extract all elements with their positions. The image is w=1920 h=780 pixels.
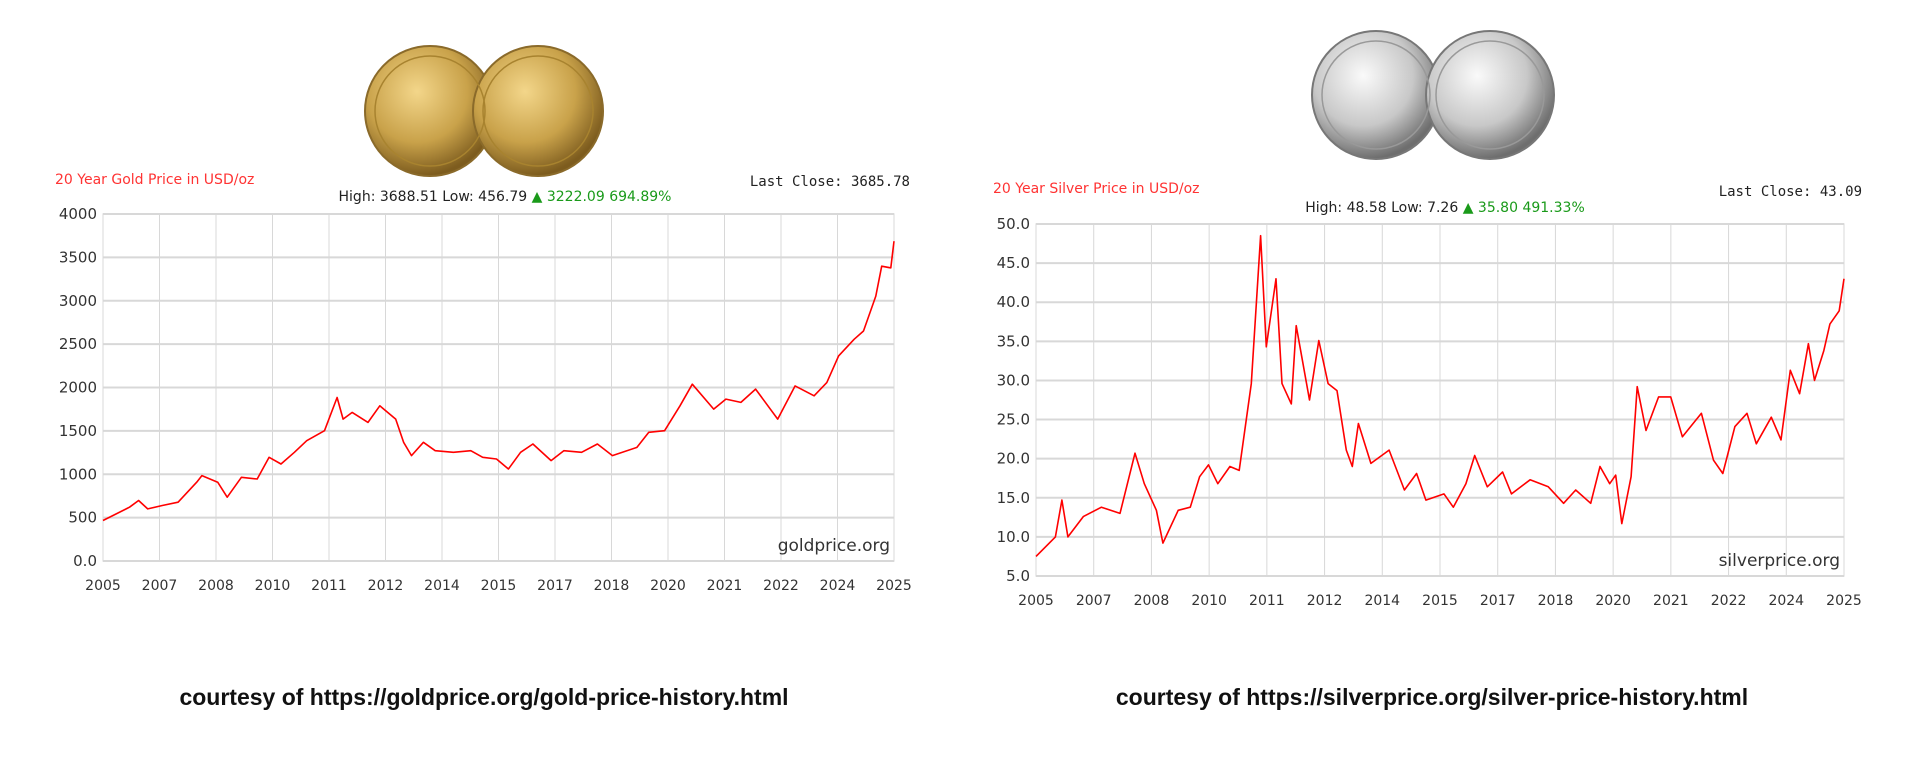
silver-x-tick-label: 2007 bbox=[1076, 593, 1112, 609]
gold-x-tick-label: 2012 bbox=[368, 578, 404, 594]
silver-y-tick-label: 45.0 bbox=[997, 254, 1030, 272]
silver-x-tick-label: 2011 bbox=[1249, 593, 1285, 609]
gold-x-tick-label: 2021 bbox=[707, 578, 743, 594]
silver-x-tick-label: 2008 bbox=[1134, 593, 1170, 609]
gold-eagle-coins-icon bbox=[364, 45, 604, 177]
silver-y-tick-label: 40.0 bbox=[997, 293, 1030, 311]
gold-y-tick-label: 2500 bbox=[59, 335, 97, 353]
gold-y-tick-label: 3000 bbox=[59, 292, 97, 310]
silver-y-tick-label: 25.0 bbox=[997, 411, 1030, 429]
silver-x-tick-label: 2005 bbox=[1018, 593, 1054, 609]
silver-x-tick-label: 2020 bbox=[1595, 593, 1631, 609]
silver-last-close: Last Close: 43.09 bbox=[1719, 184, 1862, 200]
gold-y-tick-label: 1000 bbox=[59, 465, 97, 483]
gold-y-tick-label: 1500 bbox=[59, 422, 97, 440]
silver-y-tick-label: 15.0 bbox=[997, 489, 1030, 507]
silver-x-tick-label: 2012 bbox=[1307, 593, 1343, 609]
gold-x-tick-label: 2008 bbox=[198, 578, 234, 594]
silver-x-tick-label: 2022 bbox=[1711, 593, 1747, 609]
gold-x-tick-label: 2018 bbox=[594, 578, 630, 594]
silver-x-tick-label: 2018 bbox=[1538, 593, 1574, 609]
gold-x-tick-label: 2015 bbox=[481, 578, 517, 594]
gold-high-low-text: High: 3688.51 Low: 456.79 bbox=[339, 189, 532, 205]
silver-up-arrow-icon: ▲ bbox=[1463, 200, 1478, 216]
gold-x-tick-label: 2025 bbox=[876, 578, 912, 594]
gold-y-tick-label: 0.0 bbox=[73, 552, 97, 570]
gold-x-tick-label: 2017 bbox=[537, 578, 573, 594]
gold-x-tick-label: 2014 bbox=[424, 578, 460, 594]
gold-last-close: Last Close: 3685.78 bbox=[750, 174, 910, 190]
gold-y-tick-label: 3500 bbox=[59, 248, 97, 266]
silver-y-tick-label: 20.0 bbox=[997, 450, 1030, 468]
silver-change-text: 35.80 491.33% bbox=[1478, 200, 1585, 216]
gold-change-text: 3222.09 694.89% bbox=[547, 189, 672, 205]
silver-chart-title: 20 Year Silver Price in USD/oz bbox=[993, 181, 1200, 197]
silver-y-tick-label: 30.0 bbox=[997, 371, 1030, 389]
silver-price-line bbox=[1035, 234, 1845, 557]
silver-x-tick-label: 2024 bbox=[1768, 593, 1804, 609]
gold-x-tick-label: 2020 bbox=[650, 578, 686, 594]
silver-y-tick-label: 10.0 bbox=[997, 528, 1030, 546]
silver-x-tick-label: 2010 bbox=[1191, 593, 1227, 609]
gold-y-tick-label: 500 bbox=[68, 509, 97, 527]
gold-watermark: goldprice.org bbox=[778, 536, 890, 556]
silver-x-tick-label: 2014 bbox=[1364, 593, 1400, 609]
gold-x-tick-label: 2024 bbox=[820, 578, 856, 594]
gold-y-tick-label: 4000 bbox=[59, 205, 97, 223]
silver-x-tick-label: 2017 bbox=[1480, 593, 1516, 609]
gold-high-low-stats: High: 3688.51 Low: 456.79 ▲ 3222.09 694.… bbox=[339, 189, 672, 205]
gold-y-tick-label: 2000 bbox=[59, 379, 97, 397]
silver-watermark: silverprice.org bbox=[1719, 551, 1840, 571]
silver-y-tick-label: 35.0 bbox=[997, 332, 1030, 350]
gold-price-line bbox=[102, 241, 895, 522]
gold-x-tick-label: 2005 bbox=[85, 578, 121, 594]
silver-x-tick-label: 2015 bbox=[1422, 593, 1458, 609]
gold-x-tick-label: 2010 bbox=[255, 578, 291, 594]
gold-chart-title: 20 Year Gold Price in USD/oz bbox=[55, 172, 254, 188]
silver-y-tick-label: 50.0 bbox=[997, 215, 1030, 233]
silver-eagle-coins-icon bbox=[1311, 30, 1555, 160]
gold-courtesy-text: courtesy of https://goldprice.org/gold-p… bbox=[179, 684, 789, 710]
silver-high-low-stats: High: 48.58 Low: 7.26 ▲ 35.80 491.33% bbox=[1305, 200, 1585, 216]
silver-y-tick-label: 5.0 bbox=[1006, 567, 1030, 585]
silver-courtesy-text: courtesy of https://silverprice.org/silv… bbox=[1115, 684, 1749, 710]
gold-x-tick-label: 2022 bbox=[763, 578, 799, 594]
silver-x-tick-label: 2021 bbox=[1653, 593, 1689, 609]
silver-x-tick-label: 2025 bbox=[1826, 593, 1862, 609]
gold-x-tick-label: 2011 bbox=[311, 578, 347, 594]
gold-up-arrow-icon: ▲ bbox=[532, 189, 547, 205]
gold-x-tick-label: 2007 bbox=[142, 578, 178, 594]
silver-high-low-text: High: 48.58 Low: 7.26 bbox=[1305, 200, 1462, 216]
